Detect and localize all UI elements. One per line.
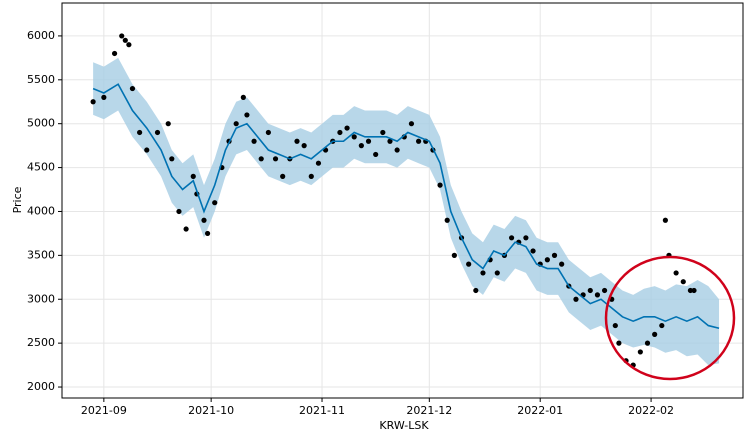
data-point	[508, 235, 515, 241]
y-tick-label: 5000	[27, 117, 55, 130]
data-point	[559, 261, 565, 267]
data-point	[244, 112, 250, 118]
data-point	[587, 287, 593, 294]
data-point	[258, 156, 264, 162]
data-point	[301, 143, 307, 149]
data-point	[637, 349, 643, 355]
x-tick-label: 2021-09	[81, 404, 127, 417]
data-point	[551, 252, 558, 258]
data-point	[680, 279, 686, 285]
data-point	[154, 129, 161, 136]
x-tick-label: 2021-11	[299, 404, 345, 417]
y-tick-label: 2500	[27, 336, 55, 349]
y-tick-label: 5500	[27, 73, 55, 86]
data-point	[691, 287, 697, 294]
data-point	[451, 252, 457, 258]
data-point	[204, 230, 211, 237]
y-tick-label: 3500	[27, 248, 55, 261]
x-tick-label: 2022-01	[517, 404, 563, 417]
data-point	[122, 37, 128, 43]
data-point	[294, 138, 300, 144]
forecast-line	[92, 83, 720, 329]
y-tick-label: 4000	[27, 204, 55, 217]
data-point	[494, 270, 500, 276]
y-tick-label: 4500	[27, 161, 55, 174]
data-point	[111, 50, 118, 57]
x-axis-label: KRW-LSK	[379, 419, 429, 432]
highlight-circle	[604, 255, 736, 381]
data-point	[659, 322, 665, 329]
data-point	[233, 121, 239, 127]
data-point	[673, 270, 679, 276]
plot-area	[62, 3, 743, 398]
data-point	[126, 42, 132, 48]
data-point	[408, 121, 415, 127]
data-point	[544, 257, 550, 263]
data-point	[480, 270, 486, 276]
data-point	[280, 173, 286, 179]
data-point	[344, 125, 350, 131]
y-tick-label: 6000	[27, 29, 55, 42]
y-tick-label: 2000	[27, 380, 55, 393]
data-point	[358, 143, 364, 149]
data-point	[315, 160, 322, 166]
data-point	[90, 99, 96, 105]
data-point	[144, 147, 150, 153]
y-axis-label: Price	[11, 186, 24, 213]
data-point	[466, 261, 472, 267]
data-point	[212, 200, 218, 206]
data-point	[380, 129, 386, 136]
data-point	[201, 217, 207, 223]
x-tick-label: 2022-02	[628, 404, 674, 417]
data-point	[251, 138, 257, 144]
plot-frame	[61, 2, 744, 399]
data-point	[652, 331, 658, 337]
data-point	[415, 138, 422, 144]
x-tick-label: 2021-12	[406, 404, 452, 417]
data-point	[101, 94, 107, 100]
data-point	[365, 138, 372, 144]
data-point	[169, 156, 175, 162]
data-point	[612, 322, 618, 329]
data-point	[530, 248, 536, 254]
data-point	[373, 151, 379, 158]
data-point	[573, 296, 579, 302]
data-point	[190, 173, 196, 179]
data-point	[165, 121, 171, 127]
data-point	[387, 138, 393, 144]
data-point	[137, 129, 143, 136]
data-point	[444, 217, 450, 223]
data-point	[473, 287, 479, 294]
data-point	[394, 147, 400, 153]
data-point	[240, 94, 246, 100]
data-point	[308, 173, 314, 179]
data-point	[437, 182, 443, 188]
data-point	[272, 156, 279, 162]
data-point	[176, 208, 182, 215]
data-point	[351, 134, 357, 140]
data-point	[337, 129, 343, 136]
data-point	[644, 340, 651, 346]
uncertainty-band	[93, 57, 720, 366]
data-point	[183, 226, 189, 232]
data-point	[594, 292, 601, 298]
data-point	[687, 287, 694, 294]
data-point	[129, 85, 136, 92]
data-point	[119, 33, 125, 39]
data-point	[265, 129, 271, 136]
data-point	[662, 217, 668, 223]
y-tick-label: 3000	[27, 292, 55, 305]
data-point	[523, 235, 529, 241]
x-tick-label: 2021-10	[188, 404, 234, 417]
data-point	[616, 340, 622, 346]
data-point	[601, 287, 608, 294]
